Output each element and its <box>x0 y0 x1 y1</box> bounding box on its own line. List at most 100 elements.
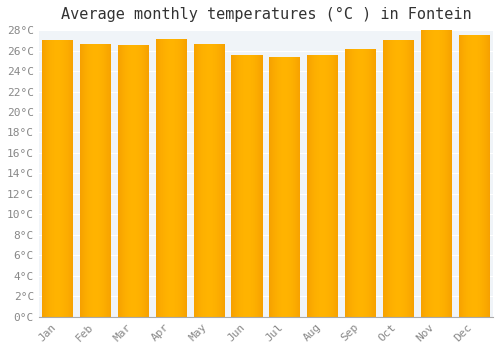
Bar <box>123 46 124 317</box>
Bar <box>451 30 452 317</box>
Bar <box>428 30 429 317</box>
Bar <box>213 44 214 317</box>
Bar <box>444 30 445 317</box>
Bar <box>102 44 103 317</box>
Bar <box>232 55 233 317</box>
Bar <box>180 39 181 317</box>
Bar <box>89 44 90 317</box>
Bar <box>85 44 86 317</box>
Bar <box>426 30 427 317</box>
Bar <box>142 46 143 317</box>
Bar <box>207 44 208 317</box>
Bar <box>132 46 133 317</box>
Bar <box>53 40 54 317</box>
Bar <box>165 39 166 317</box>
Bar <box>194 44 195 317</box>
Bar <box>61 40 62 317</box>
Bar <box>383 40 384 317</box>
Bar <box>394 40 395 317</box>
Bar <box>278 57 279 317</box>
Bar <box>241 55 242 317</box>
Bar <box>346 49 347 317</box>
Bar <box>221 44 222 317</box>
Bar <box>144 46 145 317</box>
Bar <box>475 35 476 317</box>
Bar <box>67 40 68 317</box>
Bar <box>71 40 72 317</box>
Bar <box>391 40 392 317</box>
Bar <box>48 40 49 317</box>
Bar <box>366 49 367 317</box>
Bar <box>393 40 394 317</box>
Bar <box>374 49 375 317</box>
Bar <box>255 55 256 317</box>
Bar <box>145 46 146 317</box>
Bar <box>63 40 64 317</box>
Bar <box>222 44 223 317</box>
Bar <box>441 30 442 317</box>
Bar <box>69 40 70 317</box>
Bar <box>206 44 207 317</box>
Bar <box>121 46 122 317</box>
Bar <box>254 55 255 317</box>
Bar <box>156 39 157 317</box>
Bar <box>110 44 111 317</box>
Bar <box>323 55 324 317</box>
Bar <box>46 40 47 317</box>
Bar <box>98 44 99 317</box>
Bar <box>465 35 466 317</box>
Bar <box>135 46 136 317</box>
Bar <box>277 57 278 317</box>
Bar <box>435 30 436 317</box>
Bar <box>354 49 355 317</box>
Bar <box>359 49 360 317</box>
Bar <box>109 44 110 317</box>
Bar <box>260 55 261 317</box>
Bar <box>237 55 238 317</box>
Bar <box>272 57 273 317</box>
Bar <box>45 40 46 317</box>
Bar <box>308 55 310 317</box>
Bar <box>235 55 236 317</box>
Bar <box>126 46 127 317</box>
Bar <box>166 39 167 317</box>
Bar <box>82 44 83 317</box>
Bar <box>125 46 126 317</box>
Bar <box>400 40 401 317</box>
Bar <box>257 55 258 317</box>
Bar <box>447 30 448 317</box>
Bar <box>174 39 175 317</box>
Bar <box>212 44 213 317</box>
Bar <box>356 49 357 317</box>
Bar <box>70 40 71 317</box>
Bar <box>436 30 437 317</box>
Bar <box>335 55 336 317</box>
Bar <box>481 35 482 317</box>
Bar <box>413 40 414 317</box>
Bar <box>147 46 148 317</box>
Bar <box>159 39 160 317</box>
Bar <box>467 35 468 317</box>
Bar <box>101 44 102 317</box>
Bar <box>163 39 164 317</box>
Bar <box>399 40 400 317</box>
Bar <box>396 40 397 317</box>
Bar <box>162 39 163 317</box>
Bar <box>480 35 481 317</box>
Bar <box>49 40 50 317</box>
Bar <box>469 35 470 317</box>
Bar <box>131 46 132 317</box>
Bar <box>160 39 161 317</box>
Bar <box>473 35 474 317</box>
Bar <box>362 49 363 317</box>
Bar <box>233 55 234 317</box>
Bar <box>137 46 138 317</box>
Bar <box>259 55 260 317</box>
Bar <box>316 55 317 317</box>
Bar <box>216 44 217 317</box>
Bar <box>217 44 218 317</box>
Bar <box>307 55 308 317</box>
Bar <box>443 30 444 317</box>
Bar <box>99 44 100 317</box>
Bar <box>119 46 120 317</box>
